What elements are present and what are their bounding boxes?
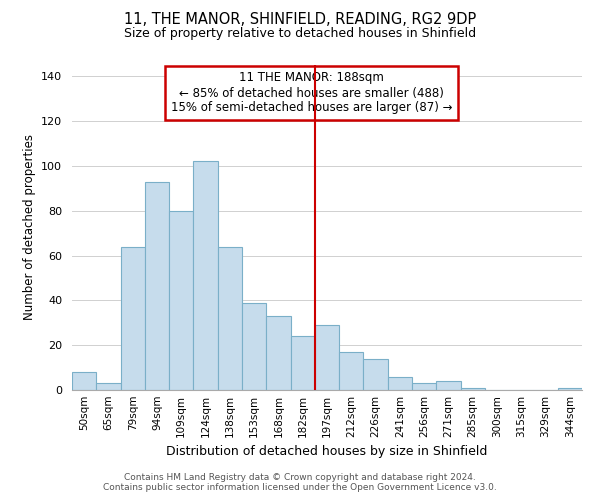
Bar [72,372,96,390]
Bar [96,384,121,390]
Bar [193,162,218,390]
Bar [558,388,582,390]
Text: 11 THE MANOR: 188sqm
← 85% of detached houses are smaller (488)
15% of semi-deta: 11 THE MANOR: 188sqm ← 85% of detached h… [171,72,452,114]
Y-axis label: Number of detached properties: Number of detached properties [23,134,35,320]
Bar [266,316,290,390]
Bar [121,246,145,390]
Bar [461,388,485,390]
Bar [145,182,169,390]
Bar [364,358,388,390]
Bar [436,381,461,390]
Bar [339,352,364,390]
Bar [218,246,242,390]
Bar [169,210,193,390]
Text: Contains HM Land Registry data © Crown copyright and database right 2024.
Contai: Contains HM Land Registry data © Crown c… [103,473,497,492]
Bar [290,336,315,390]
X-axis label: Distribution of detached houses by size in Shinfield: Distribution of detached houses by size … [166,446,488,458]
Text: Size of property relative to detached houses in Shinfield: Size of property relative to detached ho… [124,28,476,40]
Bar [388,376,412,390]
Text: 11, THE MANOR, SHINFIELD, READING, RG2 9DP: 11, THE MANOR, SHINFIELD, READING, RG2 9… [124,12,476,28]
Bar [242,302,266,390]
Bar [412,384,436,390]
Bar [315,325,339,390]
